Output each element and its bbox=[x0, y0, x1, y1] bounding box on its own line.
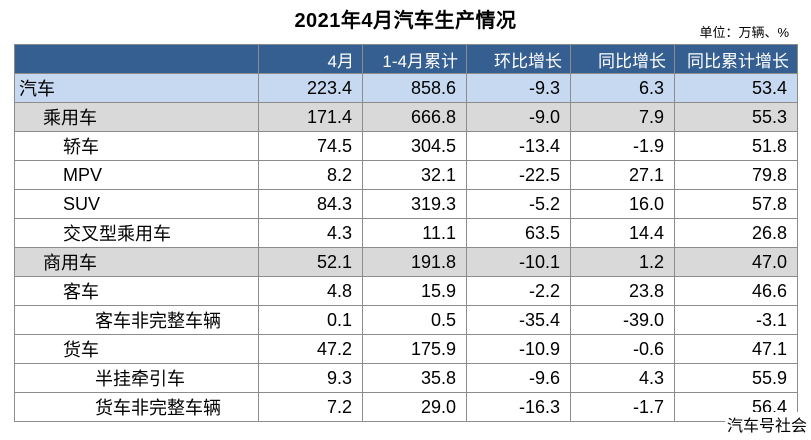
table-row: 客车 4.8 15.9 -2.2 23.8 46.6 bbox=[14, 276, 798, 306]
row-label: 客车 bbox=[14, 276, 259, 306]
value-cell: 171.4 bbox=[258, 102, 363, 132]
value-cell: -16.3 bbox=[466, 392, 571, 422]
value-cell: 63.5 bbox=[466, 218, 571, 248]
value-cell: 35.8 bbox=[362, 363, 467, 393]
value-cell: -1.9 bbox=[570, 131, 675, 161]
table-row: 客车非完整车辆 0.1 0.5 -35.4 -39.0 -3.1 bbox=[14, 305, 798, 335]
value-cell: -10.9 bbox=[466, 334, 571, 364]
header-cell: 1-4月累计 bbox=[362, 44, 467, 74]
value-cell: 8.2 bbox=[258, 160, 363, 190]
table-row: MPV 8.2 32.1 -22.5 27.1 79.8 bbox=[14, 160, 798, 190]
value-cell: 29.0 bbox=[362, 392, 467, 422]
header-cell: 同比累计增长 bbox=[674, 44, 798, 74]
value-cell: -35.4 bbox=[466, 305, 571, 335]
value-cell: 4.8 bbox=[258, 276, 363, 306]
value-cell: -13.4 bbox=[466, 131, 571, 161]
header-cell: 同比增长 bbox=[570, 44, 675, 74]
value-cell: 304.5 bbox=[362, 131, 467, 161]
value-cell: 4.3 bbox=[570, 363, 675, 393]
value-cell: -9.3 bbox=[466, 73, 571, 103]
value-cell: 26.8 bbox=[674, 218, 798, 248]
value-cell: 6.3 bbox=[570, 73, 675, 103]
value-cell: 79.8 bbox=[674, 160, 798, 190]
value-cell: 175.9 bbox=[362, 334, 467, 364]
table-row: 乘用车 171.4 666.8 -9.0 7.9 55.3 bbox=[14, 102, 798, 132]
row-label: 轿车 bbox=[14, 131, 259, 161]
row-label: SUV bbox=[14, 189, 259, 219]
value-cell: 4.3 bbox=[258, 218, 363, 248]
value-cell: -9.6 bbox=[466, 363, 571, 393]
value-cell: -5.2 bbox=[466, 189, 571, 219]
table-row: 半挂牵引车 9.3 35.8 -9.6 4.3 55.9 bbox=[14, 363, 798, 393]
value-cell: -2.2 bbox=[466, 276, 571, 306]
value-cell: 55.3 bbox=[674, 102, 798, 132]
value-cell: -10.1 bbox=[466, 247, 571, 277]
row-label: 交叉型乘用车 bbox=[14, 218, 259, 248]
table-row: 商用车 52.1 191.8 -10.1 1.2 47.0 bbox=[14, 247, 798, 277]
table-row: 货车 47.2 175.9 -10.9 -0.6 47.1 bbox=[14, 334, 798, 364]
value-cell: 47.1 bbox=[674, 334, 798, 364]
value-cell: 0.5 bbox=[362, 305, 467, 335]
value-cell: 55.9 bbox=[674, 363, 798, 393]
value-cell: 52.1 bbox=[258, 247, 363, 277]
value-cell: 53.4 bbox=[674, 73, 798, 103]
value-cell: -1.7 bbox=[570, 392, 675, 422]
value-cell: 16.0 bbox=[570, 189, 675, 219]
header-cell bbox=[14, 44, 259, 74]
value-cell: 74.5 bbox=[258, 131, 363, 161]
row-label: 半挂牵引车 bbox=[14, 363, 259, 393]
header-cell: 4月 bbox=[258, 44, 363, 74]
value-cell: 14.4 bbox=[570, 218, 675, 248]
value-cell: -3.1 bbox=[674, 305, 798, 335]
production-table: 4月 1-4月累计 环比增长 同比增长 同比累计增长 汽车 223.4 858.6-… bbox=[14, 44, 798, 422]
table-row: 交叉型乘用车 4.3 11.1 63.5 14.4 26.8 bbox=[14, 218, 798, 248]
value-cell: 191.8 bbox=[362, 247, 467, 277]
value-cell: 858.6 bbox=[362, 73, 467, 103]
value-cell: 666.8 bbox=[362, 102, 467, 132]
value-cell: 47.2 bbox=[258, 334, 363, 364]
header-cell: 环比增长 bbox=[466, 44, 571, 74]
value-cell: -22.5 bbox=[466, 160, 571, 190]
unit-note: 单位：万辆、% bbox=[699, 25, 789, 40]
header-row: 4月 1-4月累计 环比增长 同比增长 同比累计增长 bbox=[14, 44, 798, 74]
table-row: SUV 84.3 319.3 -5.2 16.0 57.8 bbox=[14, 189, 798, 219]
row-label: 商用车 bbox=[14, 247, 259, 277]
value-cell: 23.8 bbox=[570, 276, 675, 306]
table-row: 轿车 74.5 304.5 -13.4 -1.9 51.8 bbox=[14, 131, 798, 161]
value-cell: 1.2 bbox=[570, 247, 675, 277]
value-cell: 7.2 bbox=[258, 392, 363, 422]
watermark-text: 汽车号社会 bbox=[724, 412, 809, 436]
value-cell: 27.1 bbox=[570, 160, 675, 190]
table-row: 货车非完整车辆 7.2 29.0 -16.3 -1.7 56.4 bbox=[14, 392, 798, 422]
row-label: 货车 bbox=[14, 334, 259, 364]
value-cell: 47.0 bbox=[674, 247, 798, 277]
value-cell: -39.0 bbox=[570, 305, 675, 335]
value-cell: 46.6 bbox=[674, 276, 798, 306]
row-label: 汽车 bbox=[14, 73, 259, 103]
value-cell: 11.1 bbox=[362, 218, 467, 248]
value-cell: -9.0 bbox=[466, 102, 571, 132]
row-label: 乘用车 bbox=[14, 102, 259, 132]
page-title: 2021年4月汽车生产情况 bbox=[294, 10, 517, 32]
table-row: 汽车 223.4 858.6 -9.3 6.3 53.4 bbox=[14, 73, 798, 103]
value-cell: 84.3 bbox=[258, 189, 363, 219]
value-cell: 32.1 bbox=[362, 160, 467, 190]
value-cell: 0.1 bbox=[258, 305, 363, 335]
value-cell: 57.8 bbox=[674, 189, 798, 219]
row-label: 客车非完整车辆 bbox=[14, 305, 259, 335]
value-cell: 9.3 bbox=[258, 363, 363, 393]
row-label: MPV bbox=[14, 160, 259, 190]
value-cell: 15.9 bbox=[362, 276, 467, 306]
row-label: 货车非完整车辆 bbox=[14, 392, 259, 422]
value-cell: 319.3 bbox=[362, 189, 467, 219]
value-cell: 51.8 bbox=[674, 131, 798, 161]
value-cell: 7.9 bbox=[570, 102, 675, 132]
value-cell: 223.4 bbox=[258, 73, 363, 103]
value-cell: -0.6 bbox=[570, 334, 675, 364]
table-body: 汽车 223.4 858.6 -9.3 6.3 53.4 乘用车 171.4 666.8 -9.0… bbox=[14, 73, 798, 422]
